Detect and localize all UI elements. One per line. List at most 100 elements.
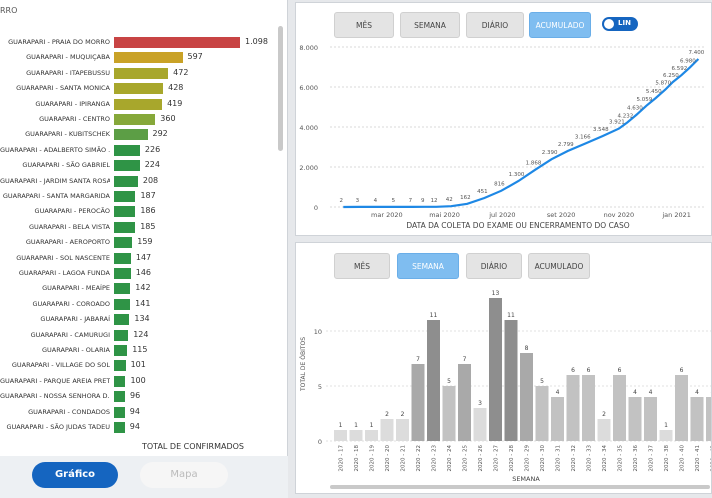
week-bar[interactable] (504, 320, 518, 441)
neighborhood-row[interactable]: GUARAPARI - KUBITSCHEK 292 (0, 128, 280, 141)
neighborhood-row[interactable]: GUARAPARI - MEAÍPE 142 (0, 282, 280, 295)
neighborhood-row[interactable]: GUARAPARI - OLARIA 115 (0, 344, 280, 357)
neighborhood-row[interactable]: GUARAPARI - PEROCÃO 186 (0, 205, 280, 218)
week-bar[interactable] (613, 375, 626, 441)
neighborhood-row[interactable]: GUARAPARI - AEROPORTO 159 (0, 236, 280, 249)
week-bar[interactable] (442, 386, 456, 441)
bar[interactable] (114, 237, 133, 249)
neighborhood-row[interactable]: GUARAPARI - SÃO GABRIEL 224 (0, 159, 280, 172)
neighborhood-row[interactable]: GUARAPARI - MUQUIÇABA 597 (0, 51, 280, 64)
week-bar[interactable] (489, 298, 502, 441)
neighborhood-row[interactable]: GUARAPARI - SOL NASCENTE 147 (0, 252, 280, 265)
cumulative-series-line[interactable] (343, 58, 700, 209)
neighborhood-row[interactable]: GUARAPARI - CENTRO 360 (0, 113, 280, 126)
neighborhood-row[interactable]: GUARAPARI - ITAPEBUSSU 472 (0, 67, 280, 80)
neighborhood-row[interactable]: GUARAPARI - SÃO JUDAS TADEU 94 (0, 421, 280, 434)
bar[interactable] (114, 114, 156, 125)
lin-toggle[interactable]: LIN (602, 17, 638, 31)
week-bar[interactable] (334, 430, 347, 441)
week-bar[interactable] (535, 386, 549, 441)
week-bar[interactable] (365, 430, 378, 441)
neighborhood-row[interactable]: GUARAPARI - SANTA MARGARIDA 187 (0, 190, 280, 203)
tab-mes[interactable]: MÊS (334, 12, 394, 38)
bar[interactable] (114, 375, 126, 387)
week-bar[interactable] (566, 375, 580, 441)
bar[interactable] (114, 422, 125, 433)
week-bar[interactable] (659, 430, 673, 441)
y-tick-label: 2.000 (299, 164, 318, 172)
grafico-button[interactable]: Gráfico (32, 462, 118, 488)
scrollbar[interactable] (278, 26, 283, 151)
week-bar[interactable] (520, 353, 533, 441)
bar[interactable] (114, 329, 129, 341)
neighborhood-row[interactable]: GUARAPARI - IPIRANGA 419 (0, 98, 280, 111)
neighborhood-row[interactable]: GUARAPARI - COROADO 141 (0, 298, 280, 311)
neighborhood-row[interactable]: GUARAPARI - ADALBERTO SIMÃO ... 226 (0, 144, 280, 157)
week-bar[interactable] (551, 397, 564, 441)
neighborhood-row[interactable]: GUARAPARI - CAMURUGI 124 (0, 329, 280, 342)
tab-acumulado[interactable]: ACUMULADO (528, 253, 590, 279)
week-bar[interactable] (628, 397, 642, 441)
neighborhood-row[interactable]: GUARAPARI - PARQUE AREIA PRETA 100 (0, 375, 280, 388)
neighborhood-row[interactable]: GUARAPARI - SANTA MONICA 428 (0, 82, 280, 95)
bar[interactable] (114, 391, 126, 403)
bar[interactable] (114, 191, 136, 202)
bar[interactable] (114, 52, 183, 64)
bar[interactable] (114, 360, 126, 372)
bar[interactable] (114, 144, 140, 156)
neighborhood-row[interactable]: GUARAPARI - PRAIA DO MORRO 1.098 (0, 36, 280, 49)
tab-semana[interactable]: SEMANA (397, 253, 459, 279)
neighborhood-row[interactable]: GUARAPARI - BELA VISTA 185 (0, 221, 280, 234)
x-tick-label: 2020 - 24 (447, 445, 453, 472)
bar[interactable] (114, 83, 164, 95)
week-bar[interactable] (427, 320, 440, 441)
bar[interactable] (114, 268, 131, 279)
week-bar[interactable] (458, 364, 471, 441)
week-bar[interactable] (349, 430, 363, 441)
neighborhood-row[interactable]: GUARAPARI - JABARAÍ 134 (0, 313, 280, 326)
tab-mes[interactable]: MÊS (334, 253, 390, 279)
week-bar[interactable] (582, 375, 595, 441)
mapa-button[interactable]: Mapa (140, 462, 228, 488)
neighborhood-label: GUARAPARI - ITAPEBUSSU (26, 68, 110, 77)
x-axis-title: SEMANA (512, 475, 540, 483)
x-tick-label: nov 2020 (604, 211, 635, 219)
tab-diario[interactable]: DIÁRIO (466, 12, 524, 38)
week-bar[interactable] (473, 408, 487, 441)
week-bar[interactable] (706, 397, 711, 441)
x-axis-label: TOTAL DE CONFIRMADOS (142, 442, 244, 451)
x-tick-label: 2020 - 32 (571, 445, 577, 471)
bar[interactable] (114, 345, 128, 356)
bar[interactable] (114, 98, 163, 110)
bar[interactable] (114, 175, 138, 187)
week-bar[interactable] (396, 419, 409, 441)
neighborhood-row[interactable]: GUARAPARI - LAGOA FUNDA 146 (0, 267, 280, 280)
bar[interactable] (114, 252, 131, 264)
week-bar[interactable] (411, 364, 425, 441)
point-value-label: 162 (460, 195, 471, 201)
bar-value-label: 428 (168, 83, 184, 93)
horizontal-scrollbar[interactable] (330, 485, 710, 489)
week-bar[interactable] (675, 375, 688, 441)
bar[interactable] (114, 314, 130, 326)
bar[interactable] (114, 298, 131, 310)
bar[interactable] (114, 221, 136, 233)
bar[interactable] (114, 37, 240, 48)
tab-acumulado[interactable]: ACUMULADO (529, 12, 591, 38)
bar[interactable] (114, 160, 140, 172)
tab-diario[interactable]: DIÁRIO (466, 253, 522, 279)
neighborhood-row[interactable]: GUARAPARI - JARDIM SANTA ROSA 208 (0, 175, 280, 188)
neighborhood-row[interactable]: GUARAPARI - VILLAGE DO SOL 101 (0, 359, 280, 372)
bar[interactable] (114, 129, 148, 141)
week-bar[interactable] (380, 419, 394, 441)
neighborhood-row[interactable]: GUARAPARI - NOSSA SENHORA D... 96 (0, 390, 280, 403)
week-bar[interactable] (644, 397, 657, 441)
neighborhood-row[interactable]: GUARAPARI - CONDADOS 94 (0, 406, 280, 419)
tab-semana[interactable]: SEMANA (400, 12, 460, 38)
week-bar[interactable] (690, 397, 704, 441)
bar[interactable] (114, 283, 131, 295)
bar[interactable] (114, 206, 136, 218)
week-bar[interactable] (597, 419, 611, 441)
bar[interactable] (114, 406, 125, 418)
bar[interactable] (114, 67, 169, 79)
